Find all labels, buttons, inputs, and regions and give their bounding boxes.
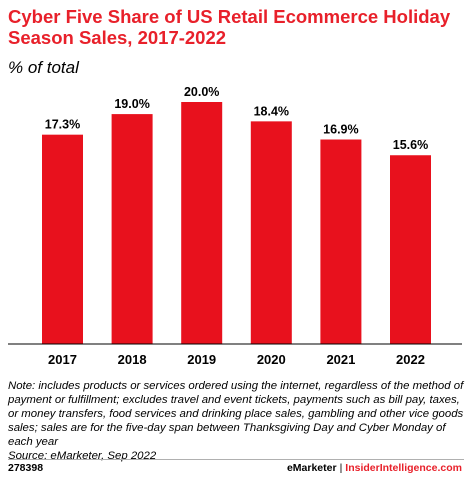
chart-id: 278398 bbox=[8, 462, 44, 474]
category-label-2022: 2022 bbox=[396, 352, 425, 367]
category-label-2021: 2021 bbox=[326, 352, 355, 367]
category-label-2019: 2019 bbox=[187, 352, 216, 367]
category-label-2017: 2017 bbox=[48, 352, 77, 367]
bar-2020 bbox=[250, 121, 292, 344]
bar-2021 bbox=[320, 139, 362, 344]
brand-site: InsiderIntelligence.com bbox=[345, 462, 462, 474]
source-text: Source: eMarketer, Sep 2022 bbox=[8, 450, 157, 462]
brand-name: eMarketer bbox=[286, 462, 337, 474]
value-label-2017: 17.3% bbox=[45, 118, 80, 132]
brand-separator: | bbox=[339, 462, 343, 474]
value-label-2020: 18.4% bbox=[254, 104, 289, 118]
bar-2019 bbox=[181, 102, 223, 344]
value-label-2021: 16.9% bbox=[323, 123, 358, 137]
bar-2022 bbox=[390, 155, 431, 344]
category-label-2020: 2020 bbox=[257, 352, 286, 367]
category-label-2018: 2018 bbox=[118, 352, 147, 367]
value-label-2019: 20.0% bbox=[184, 85, 219, 99]
bar-2018 bbox=[111, 114, 153, 344]
bar-chart: 17.3% 2017 19.0% 2018 20.0% 2019 18.4% 2020 16.9… bbox=[8, 85, 462, 367]
value-label-2018: 19.0% bbox=[114, 97, 149, 111]
footer-divider bbox=[8, 459, 464, 460]
chart-subtitle: % of total bbox=[8, 58, 79, 77]
footer-brand: eMarketer | InsiderIntelligence.com bbox=[287, 462, 462, 474]
chart-title: Cyber Five Share of US Retail Ecommerce … bbox=[8, 6, 451, 48]
bar-2017 bbox=[42, 134, 83, 344]
note-text: Note: includes products or services orde… bbox=[8, 380, 464, 448]
chart-note: Note: includes products or services orde… bbox=[8, 379, 464, 463]
value-label-2022: 15.6% bbox=[393, 138, 428, 152]
